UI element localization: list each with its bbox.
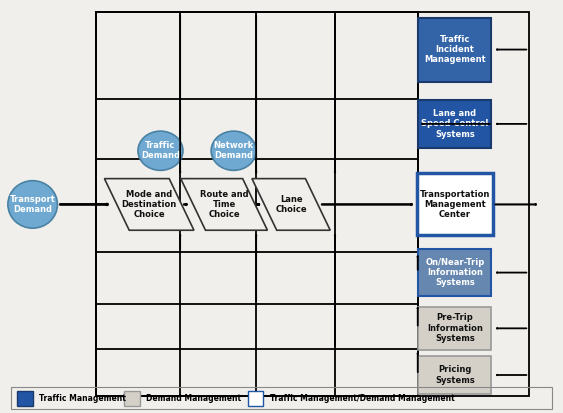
Text: Route and
Time
Choice: Route and Time Choice bbox=[200, 190, 248, 219]
Ellipse shape bbox=[138, 131, 183, 170]
Polygon shape bbox=[105, 178, 194, 230]
Text: Transportation
Management
Center: Transportation Management Center bbox=[420, 190, 490, 219]
Text: Lane and
Speed Control
Systems: Lane and Speed Control Systems bbox=[421, 109, 489, 139]
Bar bbox=[418, 100, 491, 148]
Text: Mode and
Destination
Choice: Mode and Destination Choice bbox=[122, 190, 177, 219]
Polygon shape bbox=[252, 178, 330, 230]
Bar bbox=[418, 306, 491, 350]
Bar bbox=[11, 387, 552, 409]
Text: Traffic Management: Traffic Management bbox=[39, 394, 126, 403]
Text: Pricing
Systems: Pricing Systems bbox=[435, 366, 475, 385]
Bar bbox=[96, 12, 529, 396]
Text: On/Near-Trip
Information
Systems: On/Near-Trip Information Systems bbox=[425, 258, 485, 287]
Text: Demand Management: Demand Management bbox=[146, 394, 242, 403]
Bar bbox=[418, 249, 491, 297]
Text: Traffic
Incident
Management: Traffic Incident Management bbox=[424, 35, 486, 64]
Text: Transport
Demand: Transport Demand bbox=[10, 195, 56, 214]
Text: Network
Demand: Network Demand bbox=[213, 141, 254, 160]
Text: Traffic Management/Demand Management: Traffic Management/Demand Management bbox=[270, 394, 455, 403]
Ellipse shape bbox=[211, 131, 256, 170]
Ellipse shape bbox=[8, 181, 57, 228]
Bar bbox=[417, 173, 493, 235]
Bar bbox=[17, 391, 33, 406]
Text: Pre-Trip
Information
Systems: Pre-Trip Information Systems bbox=[427, 313, 483, 343]
Bar bbox=[418, 356, 491, 394]
Bar bbox=[124, 391, 140, 406]
Polygon shape bbox=[181, 178, 267, 230]
Bar bbox=[248, 391, 263, 406]
Text: Lane
Choice: Lane Choice bbox=[275, 195, 307, 214]
Bar bbox=[418, 17, 491, 81]
Text: Traffic
Demand: Traffic Demand bbox=[141, 141, 180, 160]
